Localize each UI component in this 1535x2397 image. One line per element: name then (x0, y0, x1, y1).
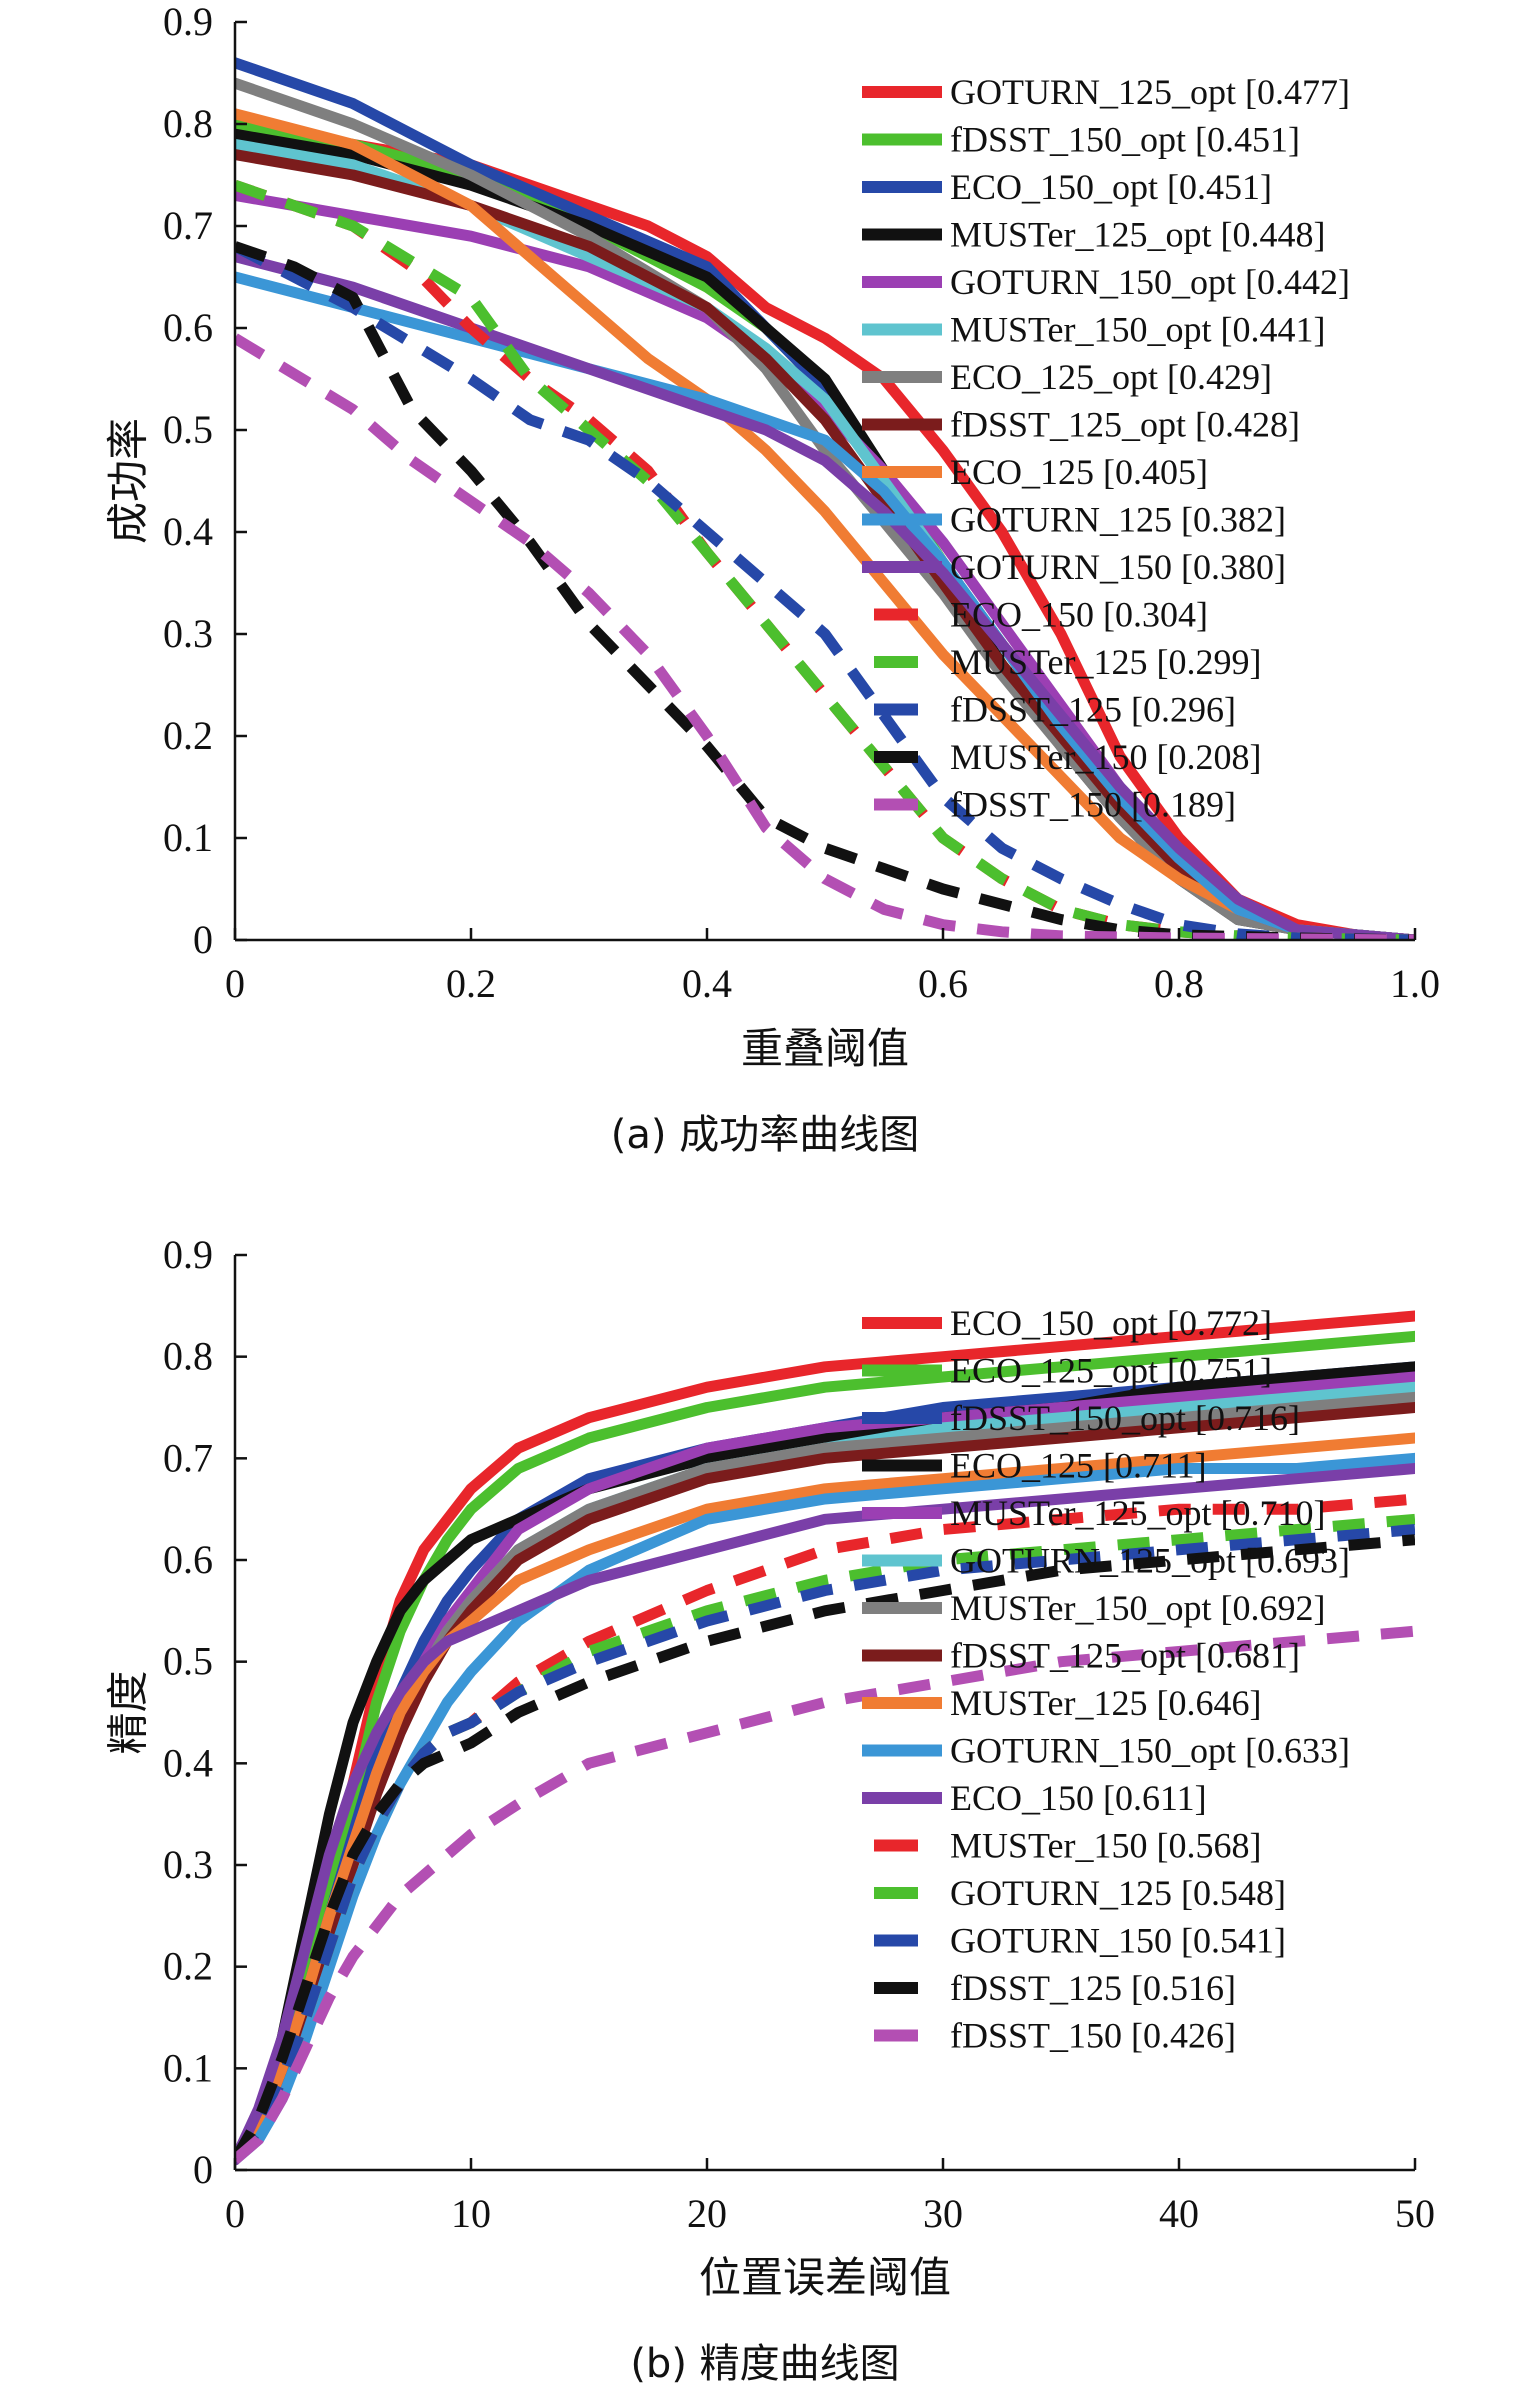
legend-label: fDSST_125 [0.516] (950, 1968, 1236, 2008)
series-line-precision-13 (235, 1524, 1415, 2164)
series-lines (235, 57, 1415, 940)
x-axis-title: 位置误差阈值 (699, 2253, 951, 2302)
y-tick-label: 0 (193, 2147, 213, 2192)
legend-label: fDSST_150_opt [0.716] (950, 1398, 1300, 1438)
y-tick-label: 0.7 (163, 203, 213, 248)
series-line-success-14 (235, 241, 1415, 940)
y-tick-label: 0.2 (163, 713, 213, 758)
legend-label: MUSTer_125 [0.299] (950, 642, 1261, 682)
x-tick-label: 0.2 (446, 961, 496, 1006)
legend-label: ECO_125 [0.711] (950, 1446, 1207, 1486)
series-line-success-11 (235, 180, 1415, 940)
legend-label: fDSST_150 [0.426] (950, 2016, 1236, 2056)
legend-label: fDSST_150_opt [0.451] (950, 120, 1300, 160)
y-tick-label: 0.6 (163, 305, 213, 350)
x-tick-label: 0.6 (918, 961, 968, 1006)
y-tick-label: 0.1 (163, 2045, 213, 2090)
y-tick-label: 0.1 (163, 815, 213, 860)
x-axis-title: 重叠阈值 (741, 1024, 909, 1073)
figure-caption: (a) 成功率曲线图 (611, 1112, 919, 1158)
x-tick-label: 1.0 (1390, 961, 1440, 1006)
y-axis-title: 精度 (104, 1670, 153, 1754)
x-tick-label: 30 (923, 2191, 963, 2236)
legend-label: MUSTer_150_opt [0.441] (950, 310, 1325, 350)
legend-label: fDSST_125 [0.296] (950, 690, 1236, 730)
legend-label: MUSTer_150_opt [0.692] (950, 1588, 1325, 1628)
legend: GOTURN_125_opt [0.477] fDSST_150_opt [0.4… (862, 72, 1350, 825)
figure-caption: (b) 精度曲线图 (630, 2341, 899, 2387)
x-tick-label: 0 (225, 2191, 245, 2236)
series-line-precision-10 (235, 1463, 1415, 2166)
legend-label: GOTURN_150_opt [0.442] (950, 262, 1350, 302)
y-tick-label: 0.4 (163, 1740, 213, 1785)
legend-label: GOTURN_125_opt [0.477] (950, 72, 1350, 112)
y-tick-label: 0.2 (163, 1944, 213, 1989)
legend-label: ECO_125 [0.405] (950, 452, 1208, 492)
y-tick-label: 0.3 (163, 611, 213, 656)
y-tick-label: 0.9 (163, 0, 213, 44)
legend-label: fDSST_125_opt [0.428] (950, 405, 1300, 445)
legend-label: GOTURN_125_opt [0.693] (950, 1541, 1350, 1581)
legend-label: GOTURN_125 [0.382] (950, 500, 1286, 540)
legend-label: fDSST_125_opt [0.681] (950, 1636, 1300, 1676)
legend-label: GOTURN_150 [0.380] (950, 547, 1286, 587)
y-tick-label: 0.8 (163, 101, 213, 146)
precision-panel: 0 0.1 0.2 0.3 0.4 0.5 0.6 0.7 0.8 0.9 0 10 20 30 40 50 位… (104, 1232, 1436, 2387)
legend-label: MUSTer_150 [0.568] (950, 1826, 1261, 1866)
legend-label: ECO_150_opt [0.772] (950, 1303, 1272, 1343)
legend-label: GOTURN_150_opt [0.633] (950, 1731, 1350, 1771)
x-tick-label: 0.4 (682, 961, 732, 1006)
legend-label: ECO_150 [0.304] (950, 595, 1208, 635)
series-line-success-13 (235, 241, 1415, 940)
legend-label: GOTURN_125 [0.548] (950, 1873, 1286, 1913)
x-tick-label: 0.8 (1154, 961, 1204, 1006)
success-rate-panel: 0 0.1 0.2 0.3 0.4 0.5 0.6 0.7 0.8 0.9 0 0.2 0.4 0.6 0.… (104, 0, 1441, 1158)
legend-label: GOTURN_150 [0.541] (950, 1921, 1286, 1961)
series-line-success-15 (235, 333, 1415, 940)
y-tick-label: 0.5 (163, 1639, 213, 1684)
y-tick-label: 0.4 (163, 509, 213, 554)
y-tick-label: 0.9 (163, 1232, 213, 1277)
y-tick-label: 0.7 (163, 1435, 213, 1480)
legend-label: fDSST_150 [0.189] (950, 785, 1236, 825)
x-tick-label: 50 (1395, 2191, 1435, 2236)
series-line-precision-9 (235, 1452, 1415, 2166)
x-tick-label: 20 (687, 2191, 727, 2236)
series-line-success-12 (235, 180, 1415, 940)
y-axis-title: 成功率 (104, 418, 153, 544)
x-tick-label: 10 (451, 2191, 491, 2236)
x-tick-label: 0 (225, 961, 245, 1006)
series-line-success-10 (235, 251, 1415, 940)
legend-label: ECO_125_opt [0.429] (950, 357, 1272, 397)
y-tick-label: 0.5 (163, 407, 213, 452)
legend-label: ECO_150 [0.611] (950, 1778, 1207, 1818)
series-line-precision-15 (235, 1625, 1415, 2164)
series-line-precision-14 (235, 1534, 1415, 2163)
x-tick-label: 40 (1159, 2191, 1199, 2236)
y-tick-label: 0.3 (163, 1842, 213, 1887)
legend-label: ECO_150_opt [0.451] (950, 167, 1272, 207)
y-tick-label: 0.8 (163, 1334, 213, 1379)
series-line-success-6 (235, 77, 1415, 940)
legend-label: MUSTer_125_opt [0.710] (950, 1493, 1325, 1533)
y-tick-label: 0.6 (163, 1537, 213, 1582)
legend-label: MUSTer_125_opt [0.448] (950, 215, 1325, 255)
legend-label: MUSTer_125 [0.646] (950, 1683, 1261, 1723)
legend: ECO_150_opt [0.772] ECO_125_opt [0.751] fD… (862, 1303, 1350, 2056)
y-tick-label: 0 (193, 917, 213, 962)
legend-label: ECO_125_opt [0.751] (950, 1351, 1272, 1391)
series-lines (235, 1310, 1415, 2166)
legend-label: MUSTer_150 [0.208] (950, 737, 1261, 777)
